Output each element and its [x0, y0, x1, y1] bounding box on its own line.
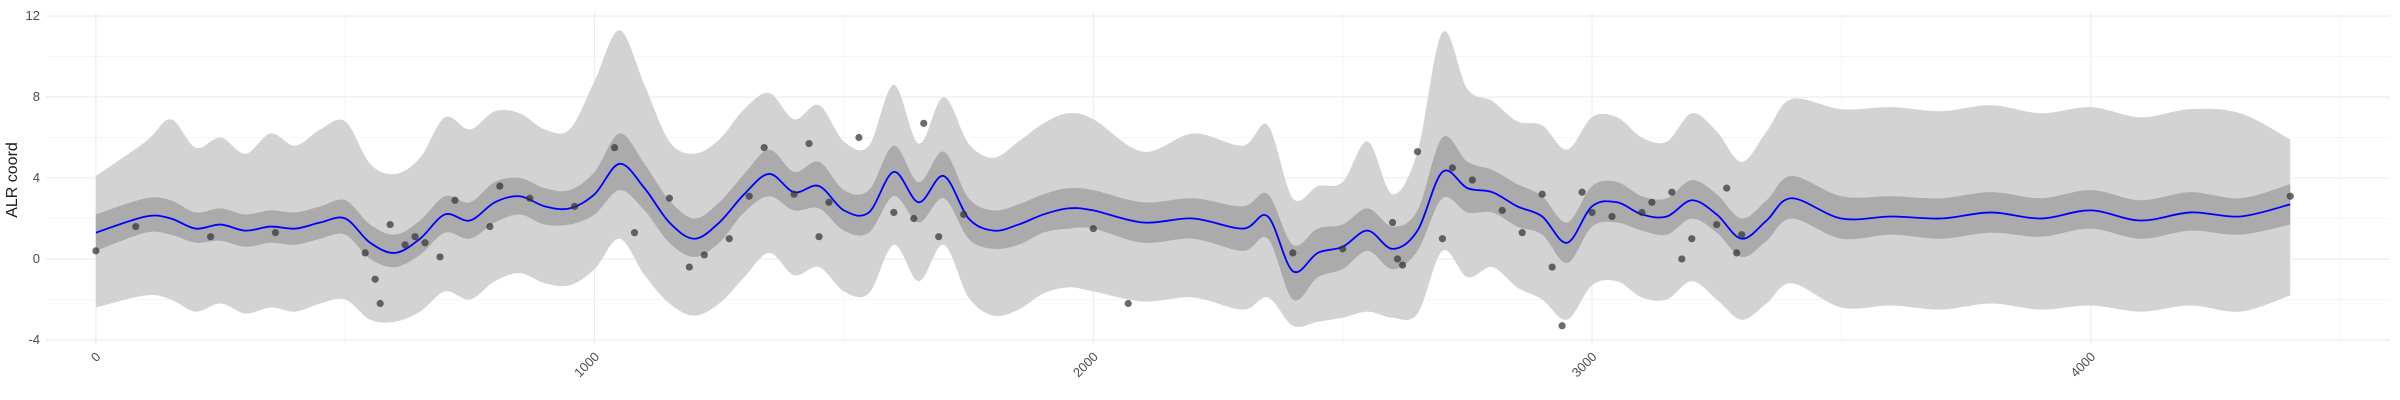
observation-point	[436, 253, 444, 261]
observation-point	[1638, 208, 1646, 217]
observation-point	[1538, 190, 1546, 198]
observation-point	[92, 247, 100, 255]
observation-point	[725, 235, 733, 243]
y-tick-label: 0	[33, 251, 40, 266]
observation-point	[1588, 208, 1596, 217]
outer-interval-layer	[95, 30, 2291, 328]
observation-point	[1688, 235, 1696, 243]
y-tick-label: 12	[26, 8, 40, 23]
observation-point	[421, 239, 429, 247]
observation-point	[1438, 235, 1447, 243]
observation-point	[526, 194, 534, 202]
x-tick-label: 1000	[571, 349, 602, 380]
observation-point	[1548, 263, 1556, 271]
observation-point	[1648, 198, 1656, 206]
observation-point	[910, 214, 918, 223]
observation-point	[1608, 212, 1616, 221]
observation-points-layer	[92, 119, 2294, 330]
observation-point	[2286, 192, 2294, 200]
observation-point	[1339, 245, 1347, 253]
observation-point	[630, 229, 639, 237]
observation-point	[1124, 299, 1132, 308]
observation-point	[486, 222, 494, 231]
x-tick-label: 4000	[2067, 349, 2098, 380]
observation-point	[386, 220, 394, 229]
observation-point	[665, 194, 674, 202]
inner-interval-band	[95, 133, 2291, 301]
observation-point	[805, 139, 813, 148]
observation-point	[890, 208, 898, 217]
observation-point	[1498, 206, 1506, 214]
observation-point	[700, 251, 708, 259]
median-line-layer	[95, 162, 2291, 274]
median-line	[95, 162, 2291, 274]
observation-point	[760, 144, 768, 152]
observation-point	[790, 190, 798, 198]
observation-point	[1398, 261, 1407, 269]
observation-point	[1578, 188, 1586, 196]
inner-interval-layer	[95, 133, 2291, 301]
observation-point	[685, 263, 693, 271]
observation-point	[1289, 249, 1297, 257]
y-tick-label: 8	[33, 89, 40, 104]
observation-point	[1393, 255, 1402, 263]
y-tick-label: -4	[28, 332, 40, 347]
observation-point	[610, 144, 619, 152]
observation-point	[1388, 218, 1397, 227]
observation-point	[132, 222, 140, 231]
y-tick-label: 4	[33, 170, 40, 185]
observation-point	[1723, 184, 1731, 192]
x-tick-label: 2000	[1070, 349, 1101, 380]
observation-point	[1738, 231, 1746, 239]
observation-point	[920, 119, 928, 127]
observation-point	[1448, 164, 1456, 172]
x-tick-label: 0	[88, 349, 104, 365]
observation-point	[1678, 255, 1686, 263]
observation-point	[815, 233, 823, 241]
observation-point	[401, 241, 409, 249]
x-tick-labels: 0 1000 2000 3000 4000	[88, 349, 2099, 380]
outer-interval-band	[95, 30, 2291, 328]
observation-point	[935, 233, 943, 241]
observation-point	[411, 233, 419, 241]
observation-point	[1713, 220, 1721, 229]
observation-point	[571, 202, 579, 210]
observation-point	[361, 249, 369, 257]
y-tick-labels: -4 0 4 8 12	[26, 8, 40, 347]
observation-point	[271, 229, 280, 237]
observation-point	[1468, 176, 1476, 184]
observation-point	[1558, 322, 1566, 330]
observation-point	[376, 299, 384, 308]
observation-point	[496, 182, 504, 190]
observation-point	[1413, 148, 1422, 156]
observation-point	[855, 133, 863, 142]
observation-point	[960, 210, 968, 219]
observation-point	[1089, 225, 1097, 233]
observation-point	[206, 233, 215, 241]
observation-point	[371, 275, 379, 283]
observation-point	[1518, 229, 1526, 237]
observation-point	[1668, 188, 1676, 196]
observation-point	[451, 196, 459, 204]
observation-point	[825, 198, 833, 206]
y-axis-title: ALR coord	[4, 142, 21, 218]
observation-point	[745, 192, 753, 200]
observation-point	[1733, 249, 1741, 257]
x-tick-label: 3000	[1569, 349, 1600, 380]
